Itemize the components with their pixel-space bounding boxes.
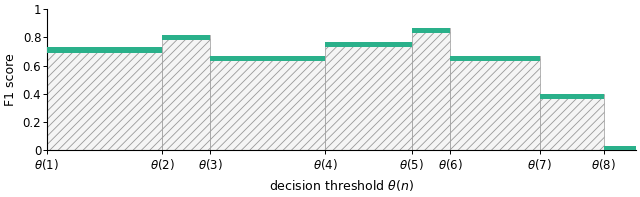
Bar (47, 47, 162, 150)
Bar (47, 47, 162, 53)
Bar (604, 146, 636, 151)
Bar (412, 28, 450, 33)
Bar (450, 56, 540, 61)
Bar (325, 42, 412, 150)
Bar (604, 146, 636, 150)
Bar (210, 56, 325, 61)
X-axis label: decision threshold $\theta(n)$: decision threshold $\theta(n)$ (269, 178, 414, 193)
Y-axis label: F1 score: F1 score (4, 53, 17, 106)
Bar (540, 94, 604, 150)
Bar (210, 56, 325, 150)
Bar (540, 94, 604, 99)
Bar (325, 42, 412, 47)
Bar (162, 35, 210, 40)
Bar (162, 35, 210, 150)
Bar (412, 28, 450, 150)
Bar (450, 56, 540, 150)
